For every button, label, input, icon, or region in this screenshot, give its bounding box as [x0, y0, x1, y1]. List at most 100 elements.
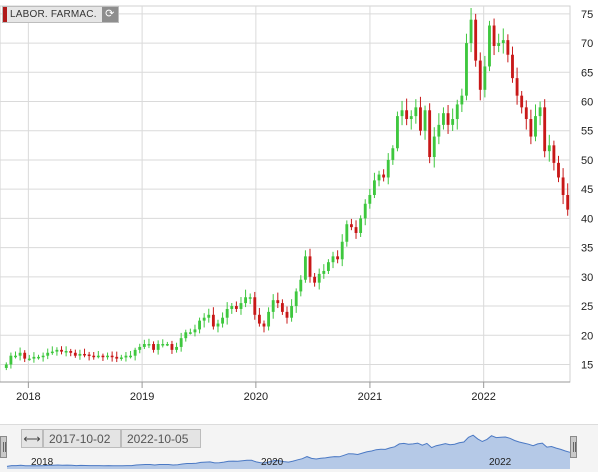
- horizontal-range-icon[interactable]: ⟷: [21, 429, 43, 448]
- y-tick-label: 70: [581, 38, 593, 50]
- candle-up: [239, 303, 243, 309]
- candle-down: [511, 54, 514, 79]
- x-tick-label: 2022: [471, 391, 495, 403]
- candle-up: [37, 356, 40, 359]
- candle-down: [280, 303, 284, 312]
- navigator-right-handle[interactable]: [570, 436, 577, 458]
- candle-up: [345, 224, 349, 242]
- candle-up: [423, 110, 427, 131]
- candle-up: [451, 119, 455, 125]
- candle-up: [534, 116, 537, 137]
- candle-down: [552, 145, 556, 163]
- candle-down: [69, 351, 73, 353]
- candle-up: [303, 256, 307, 280]
- candle-down: [276, 300, 280, 304]
- navigator-line: [6, 434, 571, 467]
- candle-up: [156, 344, 160, 350]
- candle-down: [405, 110, 409, 120]
- instrument-color-marker: [3, 7, 7, 22]
- candle-down: [349, 224, 353, 228]
- candle-up: [207, 314, 211, 318]
- candle-up: [547, 145, 551, 152]
- x-axis: 2018 2019 2020 2021 2022: [0, 381, 570, 403]
- candle-up: [216, 323, 220, 327]
- candle-up: [18, 352, 22, 356]
- candle-up: [175, 346, 178, 350]
- candle-up: [202, 317, 206, 321]
- candle-up: [230, 306, 234, 309]
- candle-down: [492, 25, 496, 46]
- candle-up: [244, 297, 248, 304]
- candle-up: [129, 355, 132, 358]
- candle-up: [46, 352, 50, 356]
- candle-up: [488, 25, 491, 67]
- candle-up: [340, 241, 344, 260]
- range-from-input[interactable]: 2017-10-02: [43, 429, 121, 448]
- candle-up: [271, 300, 275, 312]
- candle-down: [354, 227, 358, 233]
- candle-up: [322, 270, 326, 274]
- candle-up: [96, 355, 100, 358]
- candle-up: [50, 351, 54, 354]
- candle-up: [193, 329, 197, 333]
- candle-up: [147, 344, 151, 346]
- y-tick-label: 40: [581, 213, 593, 225]
- y-axis: 15 20 25 30 35 40 45 50 55 60 65 70 75: [581, 9, 593, 372]
- candle-down: [478, 60, 482, 90]
- candle-up: [396, 116, 399, 149]
- x-tick-label: 2020: [244, 391, 268, 403]
- candle-down: [23, 352, 27, 359]
- candle-up: [184, 332, 188, 339]
- candle-up: [290, 306, 294, 318]
- candle-down: [101, 355, 105, 358]
- candle-up: [538, 107, 542, 117]
- candle-down: [262, 323, 266, 327]
- candle-down: [170, 344, 174, 350]
- candle-up: [460, 95, 464, 105]
- candle-up: [299, 279, 303, 292]
- candle-down: [566, 195, 570, 210]
- candle-up: [326, 262, 330, 271]
- candle-up: [225, 308, 229, 318]
- candle-down: [506, 40, 510, 55]
- candle-down: [428, 110, 432, 158]
- candle-down: [285, 311, 289, 318]
- instrument-badge: LABOR. FARMAC. ⟳: [2, 6, 119, 23]
- candle-up: [106, 355, 109, 358]
- candle-up: [267, 311, 271, 327]
- candle-down: [446, 113, 450, 125]
- candle-down: [152, 344, 155, 350]
- y-tick-label: 30: [581, 272, 593, 284]
- candle-down: [336, 256, 340, 260]
- candle-up: [414, 107, 418, 117]
- navigator-left-handle[interactable]: [0, 436, 7, 458]
- candle-up: [368, 195, 372, 204]
- candle-up: [391, 148, 395, 160]
- range-to-input[interactable]: 2022-10-05: [121, 429, 201, 448]
- candle-down: [253, 297, 257, 315]
- y-tick-label: 20: [581, 330, 593, 342]
- candle-up: [119, 357, 123, 359]
- refresh-icon[interactable]: ⟳: [101, 7, 118, 22]
- candle-up: [4, 364, 8, 368]
- price-chart[interactable]: 2018 2019 2020 2021 2022 15 20 25 30 35 40 45 50 55 6…: [0, 0, 598, 424]
- candle-up: [198, 320, 201, 330]
- candle-down: [87, 354, 91, 357]
- candle-down: [73, 352, 77, 356]
- range-navigator[interactable]: ⟷ 2017-10-02 2022-10-05 2018 2020 2022: [0, 424, 598, 472]
- y-tick-label: 50: [581, 155, 593, 167]
- candle-up: [221, 317, 225, 324]
- navigator-year-label: 2022: [489, 457, 512, 468]
- candle-up: [161, 344, 165, 346]
- candle-down: [419, 107, 422, 131]
- candle-up: [188, 332, 192, 334]
- navigator-year-label: 2020: [261, 457, 284, 468]
- candle-down: [543, 107, 547, 152]
- y-tick-label: 15: [581, 359, 593, 371]
- candle-up: [409, 116, 413, 120]
- candle-up: [124, 355, 128, 358]
- candle-up: [32, 356, 36, 359]
- y-tick-label: 60: [581, 97, 593, 109]
- candle-down: [308, 256, 312, 277]
- candle-up: [64, 351, 68, 353]
